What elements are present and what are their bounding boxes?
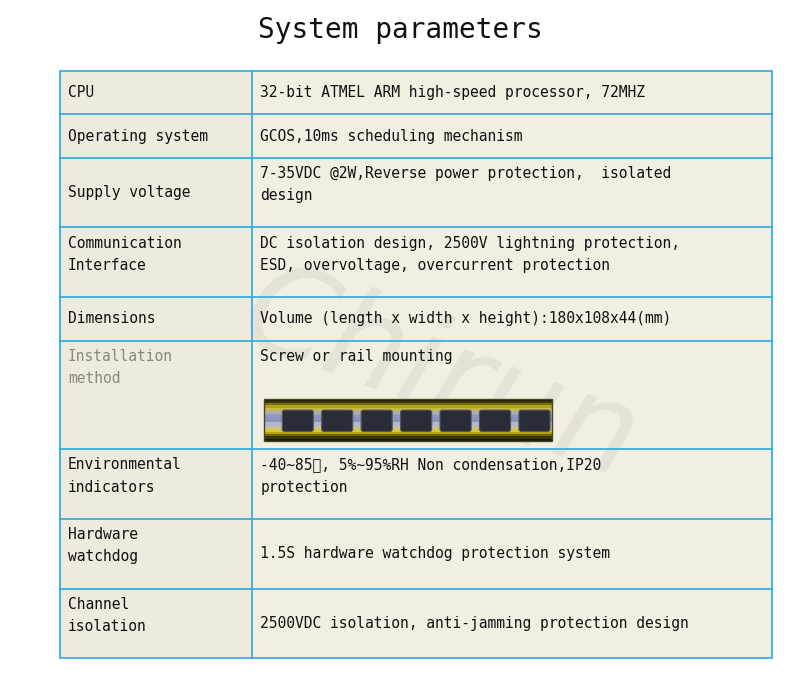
Text: -40∼85℃, 5%∼95%RH Non condensation,IP20
protection: -40∼85℃, 5%∼95%RH Non condensation,IP20 …	[260, 458, 602, 495]
Text: GCOS,10ms scheduling mechanism: GCOS,10ms scheduling mechanism	[260, 129, 522, 144]
Bar	[252, 227, 772, 297]
FancyBboxPatch shape	[519, 410, 550, 431]
Bar	[264, 406, 552, 408]
Bar	[264, 404, 552, 406]
FancyBboxPatch shape	[361, 410, 392, 431]
Bar	[252, 158, 772, 227]
Bar	[60, 450, 252, 519]
Bar	[264, 408, 552, 410]
Bar	[264, 432, 552, 435]
Text: Operating system: Operating system	[68, 129, 208, 144]
Bar	[252, 519, 772, 589]
Bar	[264, 418, 552, 422]
Text: Environmental
indicators: Environmental indicators	[68, 458, 182, 495]
Bar	[264, 410, 552, 413]
Bar	[264, 439, 552, 441]
Text: 7-35VDC @2W,Reverse power protection,  isolated
design: 7-35VDC @2W,Reverse power protection, is…	[260, 166, 671, 203]
Text: Dimensions: Dimensions	[68, 311, 155, 326]
Text: Hardware
watchdog: Hardware watchdog	[68, 527, 138, 564]
Text: DC isolation design, 2500V lightning protection,
ESD, overvoltage, overcurrent p: DC isolation design, 2500V lightning pro…	[260, 236, 680, 273]
Bar	[264, 429, 552, 432]
Bar	[60, 71, 252, 114]
Text: Volume (length x width x height):180x108x44(mm): Volume (length x width x height):180x108…	[260, 311, 671, 326]
FancyBboxPatch shape	[479, 410, 510, 431]
Text: 2500VDC isolation, anti-jamming protection design: 2500VDC isolation, anti-jamming protecti…	[260, 616, 689, 631]
Text: CPU: CPU	[68, 85, 94, 100]
Bar	[252, 450, 772, 519]
Bar	[252, 297, 772, 341]
Bar	[264, 400, 552, 441]
Text: Channel
isolation: Channel isolation	[68, 597, 146, 634]
Text: Chirun: Chirun	[226, 251, 654, 505]
Text: Installation
method: Installation method	[68, 349, 173, 386]
Bar	[60, 341, 252, 450]
Bar	[252, 341, 772, 450]
Text: Supply voltage: Supply voltage	[68, 185, 190, 200]
Bar	[252, 589, 772, 658]
Bar	[264, 415, 552, 418]
Bar	[264, 400, 552, 402]
Text: Screw or rail mounting: Screw or rail mounting	[260, 349, 453, 364]
Bar	[264, 437, 552, 439]
Bar	[60, 71, 772, 658]
Bar	[60, 297, 252, 341]
FancyBboxPatch shape	[322, 410, 353, 431]
Text: Communication
Interface: Communication Interface	[68, 236, 182, 273]
FancyBboxPatch shape	[401, 410, 432, 431]
Bar	[252, 114, 772, 158]
Bar	[264, 422, 552, 426]
FancyBboxPatch shape	[282, 410, 314, 431]
Bar	[60, 589, 252, 658]
Bar	[252, 71, 772, 114]
Bar	[60, 114, 252, 158]
Bar	[264, 426, 552, 429]
Bar	[60, 227, 252, 297]
FancyBboxPatch shape	[440, 410, 471, 431]
Bar	[264, 435, 552, 437]
Bar	[264, 413, 552, 415]
Text: 1.5S hardware watchdog protection system: 1.5S hardware watchdog protection system	[260, 546, 610, 561]
Bar	[264, 402, 552, 404]
Bar	[60, 158, 252, 227]
Text: System parameters: System parameters	[258, 16, 542, 45]
Bar	[60, 519, 252, 589]
Text: 32-bit ATMEL ARM high-speed processor, 72MHZ: 32-bit ATMEL ARM high-speed processor, 7…	[260, 85, 646, 100]
